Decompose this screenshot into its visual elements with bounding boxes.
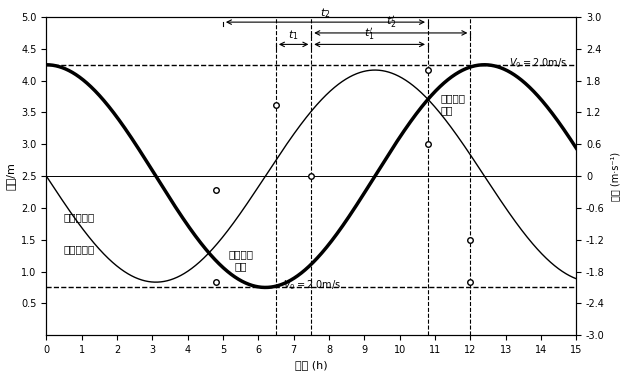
Text: $t_2$: $t_2$ [320, 6, 331, 20]
Y-axis label: 流速 (m·s⁻¹): 流速 (m·s⁻¹) [610, 152, 620, 201]
Text: $t_1$: $t_1$ [289, 28, 299, 42]
Y-axis label: 潮位/m: 潮位/m [6, 162, 16, 190]
Text: 潮流限制
时段: 潮流限制 时段 [228, 249, 253, 271]
Text: 潮流限制
时段: 潮流限制 时段 [440, 93, 465, 115]
Text: $V_0=2.0$m/s: $V_0=2.0$m/s [283, 279, 341, 293]
Text: 流速过程线: 流速过程线 [64, 212, 95, 223]
Text: 潮位过程线: 潮位过程线 [64, 244, 95, 254]
Text: $V_0=2.0$m/s: $V_0=2.0$m/s [509, 56, 567, 70]
Text: $t_1'$: $t_1'$ [364, 26, 375, 42]
X-axis label: 时间 (h): 时间 (h) [295, 361, 327, 370]
Text: $t_2'$: $t_2'$ [386, 14, 396, 30]
